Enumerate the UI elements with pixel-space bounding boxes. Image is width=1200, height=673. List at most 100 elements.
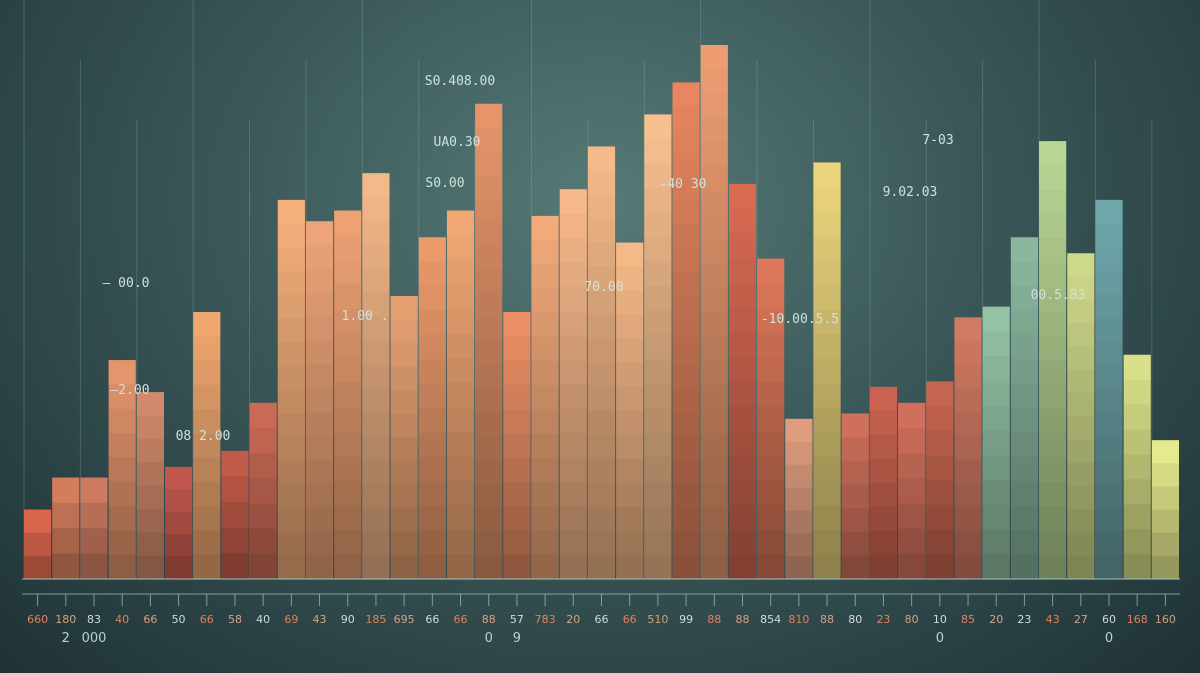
bar-segment: [728, 257, 757, 284]
bar-segment: [559, 432, 587, 458]
bar-segment: [559, 189, 587, 215]
bar-segment: [475, 293, 503, 319]
bar-segment: [1039, 311, 1067, 337]
bar-segment: [672, 271, 700, 296]
bar-segment: [80, 477, 108, 504]
bar-segment: [334, 235, 362, 261]
bar-segment: [446, 505, 475, 531]
bar-segment: [136, 532, 164, 557]
bar-segment: [418, 481, 446, 507]
bar-segment: [475, 555, 503, 580]
bar-segment: [982, 479, 1010, 506]
annotation-label: S0.00: [425, 176, 464, 191]
bar-segment: [757, 554, 785, 580]
bar-segment: [108, 506, 136, 531]
bar-segment: [334, 480, 362, 506]
bar-segment: [559, 262, 587, 288]
bar-segment: [418, 456, 446, 482]
bar-segment: [559, 505, 587, 531]
bar-segment: [1095, 555, 1123, 580]
bar-segment: [841, 413, 869, 438]
bar-segment: [954, 531, 982, 556]
bar-segment: [926, 529, 954, 555]
bar-segment: [277, 436, 305, 462]
bar-segment: [390, 437, 418, 462]
bar-segment: [531, 457, 559, 483]
bar-segment: [785, 418, 813, 443]
bar-segment: [80, 553, 108, 580]
bar-segment: [672, 82, 700, 107]
x-tick-label: 99: [679, 613, 693, 626]
bar-segment: [475, 436, 503, 461]
bar-segment: [305, 340, 334, 365]
bar-segment: [531, 336, 559, 362]
bar-segment: [616, 338, 644, 364]
bar-segment: [728, 504, 757, 531]
bar-segment: [728, 430, 757, 457]
bar-segment: [644, 530, 672, 556]
bar-segment: [785, 441, 813, 466]
bar-segment: [1010, 286, 1039, 311]
bar-segment: [813, 382, 841, 408]
bar-segment: [954, 388, 982, 413]
bar-segment: [1095, 365, 1123, 390]
bar-segment: [1010, 261, 1039, 287]
bar-segment: [1151, 440, 1179, 464]
bar-segment: [277, 365, 305, 390]
bar-segment: [1039, 238, 1067, 264]
bar-segment: [277, 318, 305, 343]
bar-segment: [869, 530, 898, 556]
bar-segment: [1039, 335, 1067, 361]
bar-segment: [362, 244, 390, 270]
bar-segment: [164, 556, 193, 580]
bar-segment: [503, 481, 531, 507]
bar-segment: [475, 507, 503, 532]
bar-segment: [277, 223, 305, 248]
bar-segment: [700, 166, 728, 192]
bar-segment: [982, 306, 1010, 332]
bar-segment: [475, 270, 503, 295]
bar-segment: [503, 409, 531, 434]
bar-segment: [249, 427, 277, 454]
bar-segment: [672, 555, 700, 580]
bar-segment: [418, 359, 446, 385]
bar-segment: [1067, 555, 1095, 580]
bar-segment: [503, 530, 531, 556]
bar-segment: [1067, 369, 1095, 394]
bar-segment: [164, 489, 193, 513]
bar-segment: [813, 529, 841, 555]
bar-segment: [390, 343, 418, 368]
bar-segment: [728, 233, 757, 259]
bar-segment: [559, 481, 587, 507]
bar-segment: [475, 127, 503, 152]
bar-segment: [1123, 454, 1151, 480]
bar: [418, 237, 446, 580]
bar: [644, 114, 672, 580]
bar-segment: [926, 430, 954, 457]
bar-segment: [334, 284, 362, 310]
bar-segment: [1095, 223, 1123, 248]
bar-segment: [672, 437, 700, 462]
bar-segment: [446, 259, 475, 285]
bar-segment: [193, 481, 221, 507]
bar-segment: [334, 357, 362, 383]
x-tick-label-secondary: 0: [936, 631, 944, 646]
bar-segment: [334, 333, 362, 359]
bar-segment: [644, 407, 672, 433]
bar-segment: [277, 294, 305, 319]
bar-segment: [982, 430, 1010, 456]
bar-segment: [672, 153, 700, 178]
bar-segment: [869, 554, 898, 580]
bar-segment: [24, 509, 52, 534]
bar-segment: [813, 333, 841, 359]
bar-segment: [1095, 531, 1123, 556]
bar-segment: [1039, 384, 1067, 410]
bar-segment: [644, 456, 672, 482]
bar: [475, 103, 503, 580]
bar-segment: [757, 505, 785, 531]
bar: [108, 360, 136, 580]
bar-segment: [898, 478, 926, 504]
bar-segment: [559, 457, 587, 483]
bar-segment: [418, 334, 446, 360]
bar-segment: [418, 432, 446, 458]
